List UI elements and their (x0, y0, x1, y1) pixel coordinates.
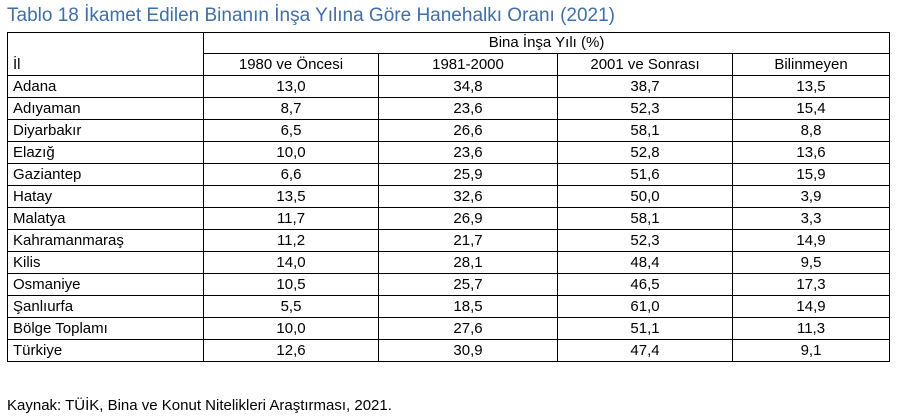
value-cell: 38,7 (557, 75, 733, 98)
table-row: Malatya 11,7 26,9 58,1 3,3 (7, 207, 891, 230)
value-cell: 13,5 (731, 75, 891, 98)
value-cell: 13,0 (203, 75, 379, 98)
value-cell: 34,8 (378, 75, 558, 98)
data-table: İl Bina İnşa Yılı (%) 1980 ve Öncesi 198… (7, 32, 891, 362)
source-note: Kaynak: TÜİK, Bina ve Konut Nitelikleri … (7, 397, 392, 414)
province-name-cell: Malatya (7, 207, 204, 230)
value-cell: 26,9 (378, 207, 558, 230)
value-cell: 47,4 (557, 339, 733, 362)
value-cell: 10,5 (203, 273, 379, 296)
table-row: Kahramanmaraş 11,2 21,7 52,3 14,9 (7, 229, 891, 252)
row-header-label: İl (13, 56, 21, 73)
value-cell: 10,0 (203, 317, 379, 340)
value-cell: 10,0 (203, 141, 379, 164)
row-header-cell: İl (7, 32, 204, 76)
table-row: Bölge Toplamı 10,0 27,6 51,1 11,3 (7, 317, 891, 340)
province-name-cell: Bölge Toplamı (7, 317, 204, 340)
province-name-cell: Diyarbakır (7, 119, 204, 142)
value-cell: 11,2 (203, 229, 379, 252)
value-cell: 9,1 (731, 339, 891, 362)
value-cell: 52,3 (557, 97, 733, 120)
table-row: Osmaniye 10,5 25,7 46,5 17,3 (7, 273, 891, 296)
table-header-row: İl Bina İnşa Yılı (%) (7, 32, 891, 76)
value-cell: 46,5 (557, 273, 733, 296)
value-cell: 51,1 (557, 317, 733, 340)
value-cell: 12,6 (203, 339, 379, 362)
value-cell: 52,8 (557, 141, 733, 164)
table-row: Elazığ 10,0 23,6 52,8 13,6 (7, 141, 891, 164)
table-row: Adana 13,0 34,8 38,7 13,5 (7, 75, 891, 98)
province-name-cell: Gaziantep (7, 163, 204, 186)
value-cell: 58,1 (557, 207, 733, 230)
value-cell: 13,5 (203, 185, 379, 208)
value-cell: 18,5 (378, 295, 558, 318)
value-cell: 14,0 (203, 251, 379, 274)
value-cell: 5,5 (203, 295, 379, 318)
value-cell: 6,5 (203, 119, 379, 142)
province-name-cell: Kahramanmaraş (7, 229, 204, 252)
column-header: 2001 ve Sonrası (557, 53, 733, 76)
province-name-cell: Elazığ (7, 141, 204, 164)
table-row: Diyarbakır 6,5 26,6 58,1 8,8 (7, 119, 891, 142)
value-cell: 11,3 (731, 317, 891, 340)
value-cell: 26,6 (378, 119, 558, 142)
table-row: Adıyaman 8,7 23,6 52,3 15,4 (7, 97, 891, 120)
value-cell: 14,9 (731, 295, 891, 318)
value-cell: 27,6 (378, 317, 558, 340)
value-cell: 3,9 (731, 185, 891, 208)
value-cell: 23,6 (378, 141, 558, 164)
province-name-cell: Hatay (7, 185, 204, 208)
table-row: Türkiye 12,6 30,9 47,4 9,1 (7, 339, 891, 362)
value-cell: 61,0 (557, 295, 733, 318)
value-cell: 58,1 (557, 119, 733, 142)
value-cell: 13,6 (731, 141, 891, 164)
value-cell: 25,7 (378, 273, 558, 296)
table-row: Kilis 14,0 28,1 48,4 9,5 (7, 251, 891, 274)
table-row: Gaziantep 6,6 25,9 51,6 15,9 (7, 163, 891, 186)
value-cell: 30,9 (378, 339, 558, 362)
value-cell: 9,5 (731, 251, 891, 274)
province-name-cell: Türkiye (7, 339, 204, 362)
value-cell: 6,6 (203, 163, 379, 186)
value-cell: 11,7 (203, 207, 379, 230)
value-cell: 32,6 (378, 185, 558, 208)
value-cell: 51,6 (557, 163, 733, 186)
value-cell: 8,8 (731, 119, 891, 142)
table-row: Hatay 13,5 32,6 50,0 3,9 (7, 185, 891, 208)
value-cell: 17,3 (731, 273, 891, 296)
value-cell: 48,4 (557, 251, 733, 274)
value-cell: 25,9 (378, 163, 558, 186)
value-cell: 21,7 (378, 229, 558, 252)
value-cell: 23,6 (378, 97, 558, 120)
table-title: Tablo 18 İkamet Edilen Binanın İnşa Yılı… (7, 5, 616, 26)
value-cell: 52,3 (557, 229, 733, 252)
province-name-cell: Adıyaman (7, 97, 204, 120)
group-header-cell: Bina İnşa Yılı (%) (202, 32, 891, 54)
value-cell: 50,0 (557, 185, 733, 208)
value-cell: 15,4 (731, 97, 891, 120)
value-cell: 15,9 (731, 163, 891, 186)
column-header: 1981-2000 (378, 53, 558, 76)
table-row: Şanlıurfa 5,5 18,5 61,0 14,9 (7, 295, 891, 318)
province-name-cell: Şanlıurfa (7, 295, 204, 318)
province-name-cell: Kilis (7, 251, 204, 274)
value-cell: 14,9 (731, 229, 891, 252)
column-header: 1980 ve Öncesi (203, 53, 379, 76)
value-cell: 3,3 (731, 207, 891, 230)
value-cell: 8,7 (203, 97, 379, 120)
province-name-cell: Osmaniye (7, 273, 204, 296)
province-name-cell: Adana (7, 75, 204, 98)
value-cell: 28,1 (378, 251, 558, 274)
column-header: Bilinmeyen (731, 53, 891, 76)
